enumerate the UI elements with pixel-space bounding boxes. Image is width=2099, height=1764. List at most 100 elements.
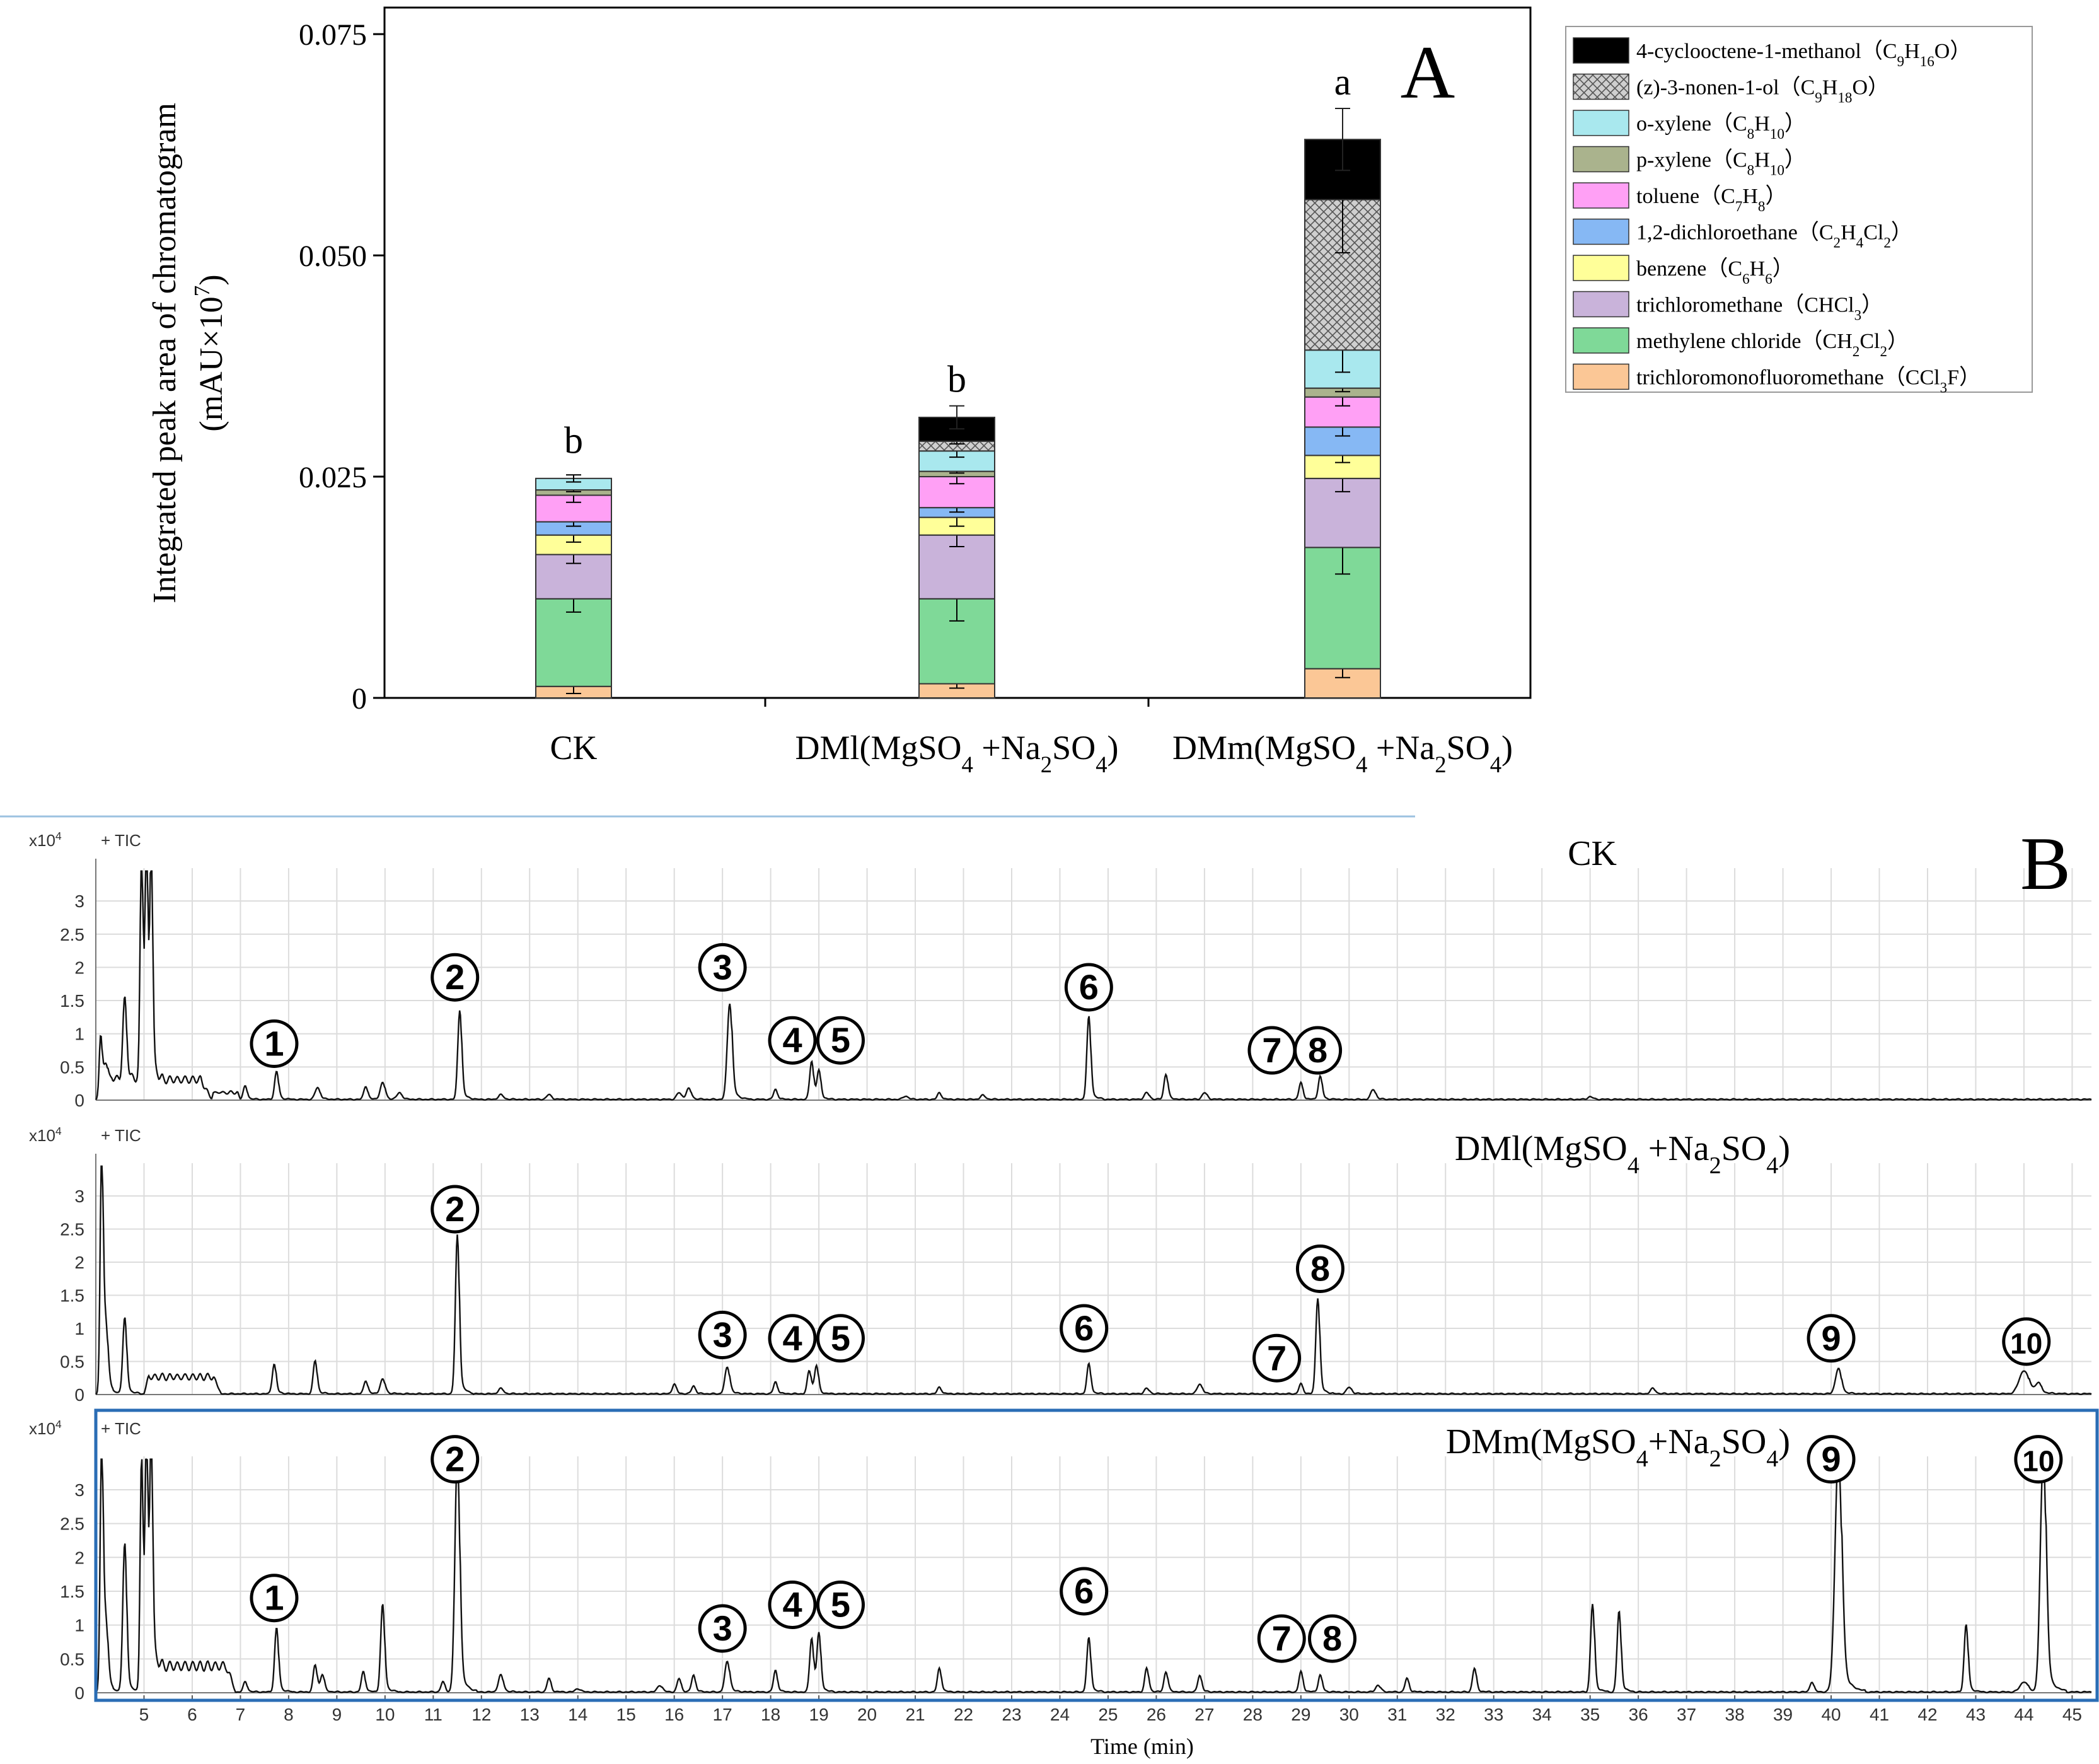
peak-number-circle	[1308, 1614, 1357, 1663]
stacked-bar: a	[1304, 61, 1381, 699]
x-tick-label: 43	[1966, 1705, 1986, 1724]
peak-number-text: 7	[1267, 1338, 1287, 1378]
y-tick-label: 0	[74, 1683, 84, 1703]
peak-number-circle	[1807, 1435, 1856, 1484]
chromatogram-trace: 0 0.5 1 1.5 2 2.5 3 x104 + TIC 2 3 4 5 6 7 8 9 10 DMl(MgSO…	[29, 1125, 2092, 1405]
legend-entry: o-xylene（C8H10）	[1636, 112, 1806, 142]
x-tick-label: 16	[664, 1705, 684, 1724]
peak-number-label: 9	[1807, 1435, 1856, 1484]
tic-label: + TIC	[101, 1126, 141, 1145]
y-tick-label: 1.5	[60, 1582, 84, 1601]
peak-number-label: 2	[431, 1185, 480, 1234]
peak-number-text: 3	[713, 1608, 732, 1648]
trace-title: DMm(MgSO4+Na2SO4)	[1446, 1422, 1790, 1472]
x-axis-label: Time (min)	[1090, 1734, 1194, 1759]
y-tick-label: 2.5	[60, 1514, 84, 1534]
trace-title: CK	[1568, 834, 1617, 873]
legend-entry: methylene chloride（CH2Cl2）	[1636, 329, 1909, 360]
x-tick-label: 10	[375, 1705, 395, 1724]
x-tick-label: 37	[1677, 1705, 1696, 1724]
legend-entry: 4-cyclooctene-1-methanol（C9H16O）	[1636, 39, 1971, 70]
peak-number-text: 6	[1079, 967, 1099, 1007]
y-tick-label: 1	[74, 1024, 84, 1044]
peak-number-label: 5	[816, 1580, 865, 1629]
x-tick-label: 24	[1050, 1705, 1070, 1724]
legend-swatch	[1573, 110, 1629, 136]
peak-number-circle	[2014, 1435, 2063, 1484]
peak-number-text: 8	[1322, 1618, 1342, 1658]
y-tick-label: 1.5	[60, 991, 84, 1011]
peak-number-circle	[768, 1016, 817, 1065]
stacked-bar: b	[535, 420, 612, 699]
peak-number-text: 9	[1821, 1318, 1841, 1358]
y-tick-label: 1	[74, 1319, 84, 1338]
x-tick-label: 5	[139, 1705, 149, 1724]
x-tick-label: 12	[471, 1705, 491, 1724]
x-tick-label: 20	[857, 1705, 877, 1724]
x-tick-label: 45	[2062, 1705, 2082, 1724]
peak-number-text: 10	[2022, 1445, 2054, 1478]
peak-number-text: 7	[1262, 1030, 1281, 1070]
panel-a-bar-chart: 0 0.025 0.050 0.075 Integrated peak area of …	[147, 6, 2033, 777]
error-bar	[566, 474, 581, 483]
x-tick-label: 44	[2014, 1705, 2033, 1724]
peak-number-circle	[1295, 1245, 1344, 1293]
stacked-bar: b	[918, 359, 995, 699]
peak-number-label: 6	[1064, 963, 1113, 1012]
peak-number-text: 3	[713, 947, 732, 987]
peak-number-text: 2	[445, 1439, 465, 1479]
y-unit-label: x104	[29, 1125, 62, 1145]
peak-number-text: 8	[1310, 1249, 1330, 1289]
peak-number-label: 1	[250, 1019, 299, 1068]
panel-b-bg	[0, 820, 2099, 1764]
error-bar	[949, 405, 964, 430]
peak-number-text: 7	[1272, 1618, 1292, 1658]
x-tick-label: 35	[1580, 1705, 1600, 1724]
peak-number-text: 9	[1821, 1439, 1841, 1479]
peak-number-text: 6	[1074, 1308, 1094, 1348]
category-label: DMm(MgSO4 +Na2SO4)	[1172, 729, 1513, 777]
panel-label-b: B	[2020, 821, 2071, 905]
legend-swatch	[1573, 182, 1629, 209]
y-tick-label: 0	[74, 1091, 84, 1110]
peak-number-label: 4	[768, 1314, 817, 1363]
x-tick-label: 6	[187, 1705, 197, 1724]
error-bar	[1335, 108, 1350, 171]
x-tick-label: 14	[568, 1705, 587, 1724]
peak-number-circle	[431, 953, 480, 1002]
peak-number-label: 2	[431, 1435, 480, 1484]
legend-swatch	[1573, 73, 1629, 100]
x-tick-label: 26	[1147, 1705, 1166, 1724]
peak-number-label: 6	[1060, 1304, 1109, 1353]
y-tick-label: 0.075	[299, 18, 367, 52]
x-tick-label: 36	[1629, 1705, 1648, 1724]
peak-number-text: 6	[1074, 1571, 1094, 1611]
category-label: CK	[550, 729, 597, 767]
peak-number-label: 2	[431, 953, 480, 1002]
peak-number-text: 5	[831, 1020, 850, 1060]
trace-title: DMl(MgSO4 +Na2SO4)	[1455, 1129, 1790, 1179]
y-axis-label-line2: (mAU×107)	[189, 274, 229, 431]
peak-number-text: 3	[713, 1315, 732, 1355]
y-tick-label: 2.5	[60, 925, 84, 944]
legend-entry: trichloromonofluoromethane（CCl3F）	[1636, 366, 1980, 397]
peak-number-circle	[768, 1580, 817, 1629]
peak-number-label: 10	[2002, 1317, 2051, 1366]
peak-number-label: 3	[698, 943, 747, 992]
peak-number-text: 8	[1308, 1030, 1327, 1070]
x-tick-label: 7	[236, 1705, 246, 1724]
peak-number-circle	[1257, 1614, 1306, 1663]
x-tick-label: 11	[424, 1705, 442, 1724]
x-tick-label: 41	[1870, 1705, 1889, 1724]
peak-number-circle	[698, 943, 747, 992]
peak-number-circle	[1060, 1567, 1109, 1616]
peak-number-circle	[698, 1311, 747, 1359]
legend-swatch	[1573, 327, 1629, 354]
x-tick-label: 29	[1291, 1705, 1310, 1724]
legend-swatch	[1573, 218, 1629, 245]
significance-letter: a	[1334, 61, 1351, 103]
chromatogram-line	[95, 1165, 2092, 1396]
peak-number-text: 2	[445, 1189, 465, 1229]
